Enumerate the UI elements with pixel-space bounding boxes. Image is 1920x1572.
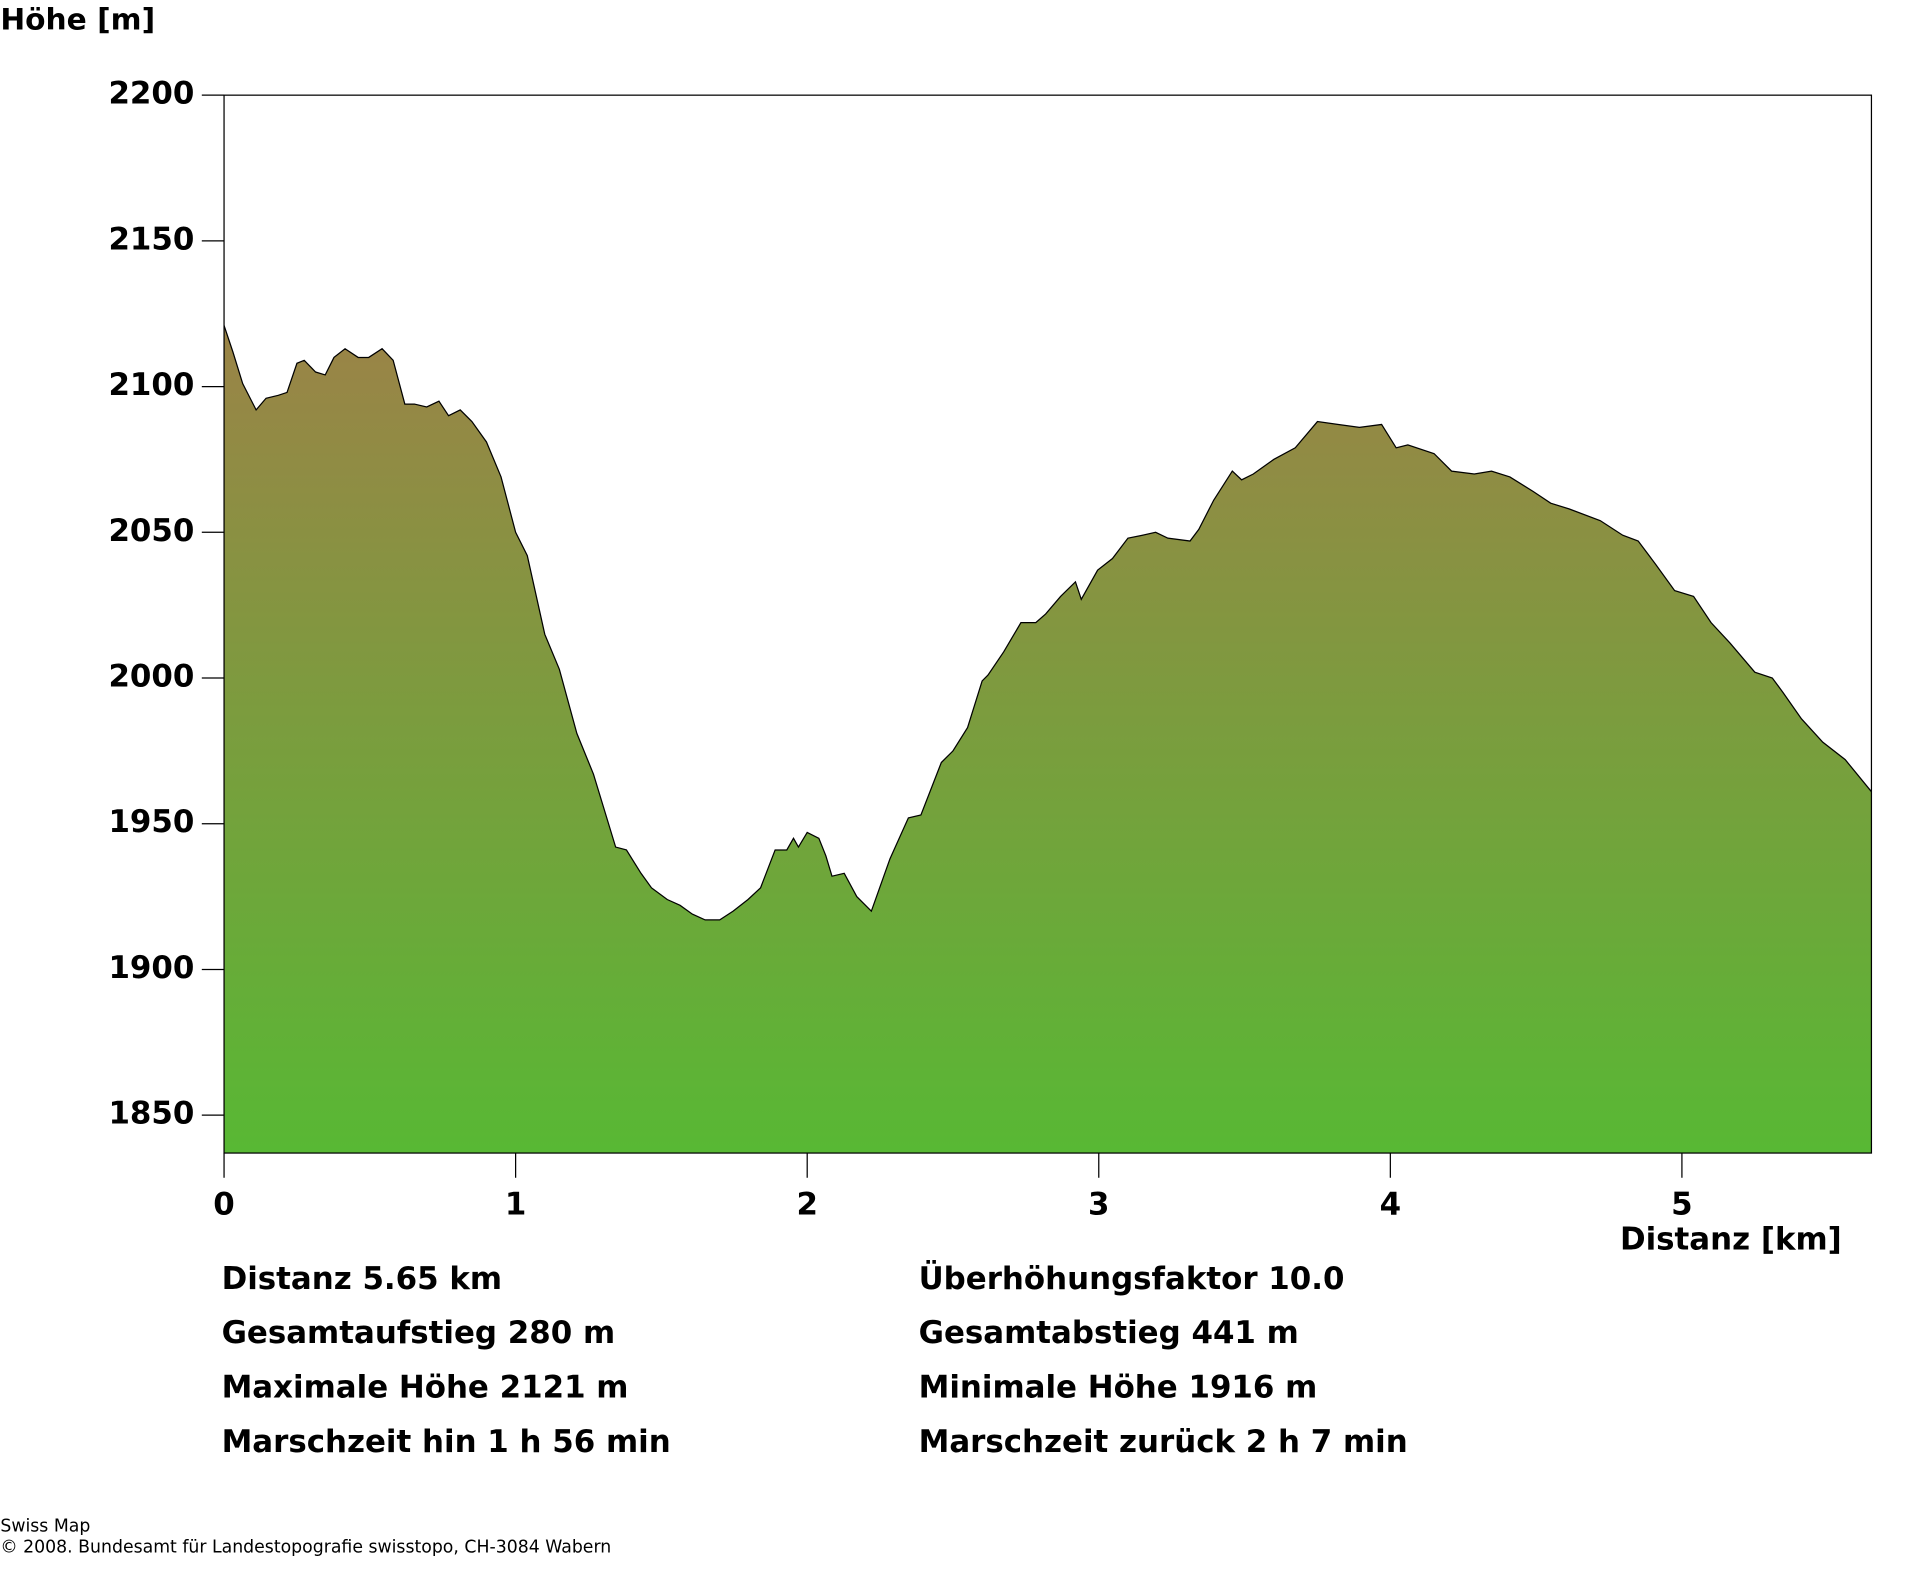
y-tick-label: 1950 [108, 804, 194, 840]
x-tick-label: 2 [796, 1187, 817, 1223]
stat: Distanz 5.65 km [222, 1261, 503, 1297]
x-axis-label: Distanz [km] [1620, 1221, 1842, 1257]
y-axis-label: Höhe [m] [0, 2, 155, 37]
x-tick-label: 4 [1380, 1187, 1401, 1223]
y-tick-label: 2100 [108, 367, 194, 403]
elevation-area [224, 325, 1872, 1154]
y-tick-label: 1850 [108, 1096, 194, 1132]
stat: Minimale Höhe 1916 m [919, 1370, 1318, 1406]
stat: Marschzeit zurück 2 h 7 min [919, 1424, 1408, 1460]
footer-text: Swiss Map [0, 1516, 90, 1536]
elevation-line [223, 325, 1872, 921]
footer-text: © 2008. Bundesamt für Landestopografie s… [0, 1537, 611, 1557]
stat: Marschzeit hin 1 h 56 min [222, 1424, 671, 1460]
plot-frame [223, 94, 1873, 1154]
stat: Überhöhungsfaktor 10.0 [919, 1260, 1345, 1297]
x-tick-label: 1 [505, 1187, 526, 1223]
x-tick-label: 5 [1671, 1187, 1692, 1223]
y-tick-label: 2050 [108, 513, 194, 549]
y-tick-label: 2200 [108, 76, 194, 112]
y-tick-label: 1900 [108, 950, 194, 986]
y-tick-label: 2000 [108, 659, 194, 695]
y-tick-label: 2150 [108, 221, 194, 257]
stat: Maximale Höhe 2121 m [222, 1370, 629, 1406]
x-tick-label: 0 [213, 1187, 234, 1223]
stat: Gesamtaufstieg 280 m [222, 1315, 616, 1351]
x-tick-label: 3 [1088, 1187, 1109, 1223]
stat: Gesamtabstieg 441 m [919, 1315, 1299, 1351]
